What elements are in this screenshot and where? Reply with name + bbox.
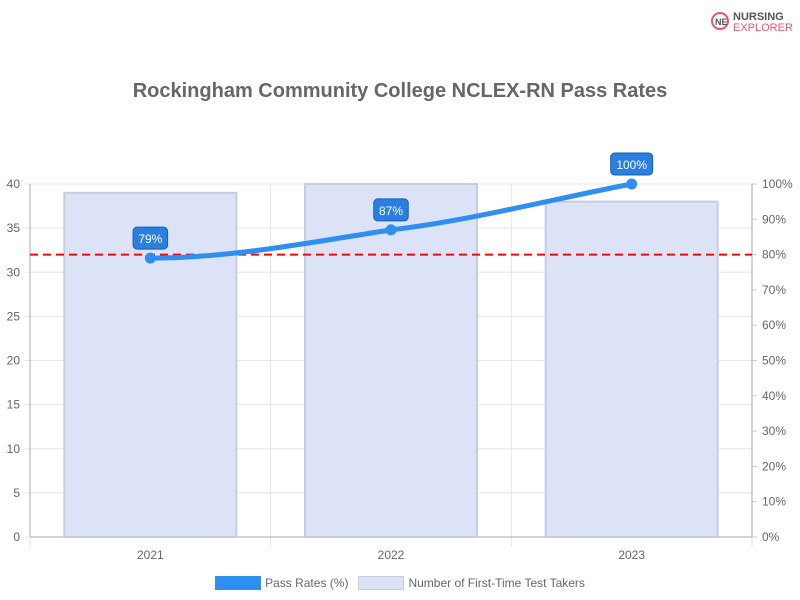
bar-2023 (544, 200, 719, 538)
data-label: 87% (379, 204, 403, 218)
y-right-tick-label: 10% (762, 495, 786, 509)
y-left-tick-label: 10 (7, 442, 21, 456)
y-right-tick-label: 20% (762, 459, 786, 473)
logo-line1: NURSING (733, 11, 784, 23)
legend-item-test-takers[interactable]: Number of First-Time Test Takers (358, 576, 585, 590)
y-right-tick-label: 30% (762, 424, 786, 438)
y-left-tick-label: 35 (7, 221, 21, 235)
logo-icon: NE NURSING EXPLORER (711, 11, 793, 34)
y-left-tick-label: 40 (7, 177, 21, 191)
y-right-tick-label: 90% (762, 212, 786, 226)
x-tick-label: 2023 (618, 548, 645, 562)
legend-swatch (215, 576, 262, 590)
nursing-explorer-logo: NE NURSING EXPLORER (710, 8, 795, 34)
y-right-tick-label: 0% (762, 530, 780, 544)
y-right-tick-label: 40% (762, 389, 786, 403)
y-left-tick-label: 0 (13, 530, 20, 544)
svg-text:NE: NE (715, 17, 728, 27)
y-right-tick-label: 50% (762, 354, 786, 368)
y-left-tick-label: 15 (7, 398, 21, 412)
pass-rate-point (626, 178, 638, 190)
y-left-tick-label: 20 (7, 354, 21, 368)
y-right-tick-label: 100% (762, 177, 793, 191)
pass-rate-point (385, 224, 397, 236)
y-right-tick-label: 80% (762, 248, 786, 262)
legend-swatch (358, 576, 405, 590)
chart-title: Rockingham Community College NCLEX-RN Pa… (132, 80, 668, 102)
data-label: 79% (138, 232, 162, 246)
bar-2021 (63, 191, 238, 538)
data-label-box (610, 152, 654, 176)
data-label-box (373, 198, 409, 222)
x-tick-label: 2022 (378, 548, 405, 562)
bar-2022 (304, 183, 478, 538)
x-tick-label: 2021 (137, 548, 164, 562)
y-left-tick-label: 30 (7, 265, 21, 279)
legend: Pass Rates (%) Number of First-Time Test… (0, 576, 800, 590)
legend-label: Number of First-Time Test Takers (408, 576, 585, 590)
logo-line2: EXPLORER (733, 22, 793, 34)
legend-label: Pass Rates (%) (265, 576, 349, 590)
y-right-tick-label: 60% (762, 318, 786, 332)
data-label: 100% (616, 158, 647, 172)
pass-rate-point (144, 252, 156, 264)
y-left-tick-label: 25 (7, 309, 21, 323)
legend-item-pass-rates[interactable]: Pass Rates (%) (215, 576, 348, 590)
y-right-tick-label: 70% (762, 283, 786, 297)
data-label-box (132, 226, 169, 250)
y-left-tick-label: 5 (13, 486, 20, 500)
